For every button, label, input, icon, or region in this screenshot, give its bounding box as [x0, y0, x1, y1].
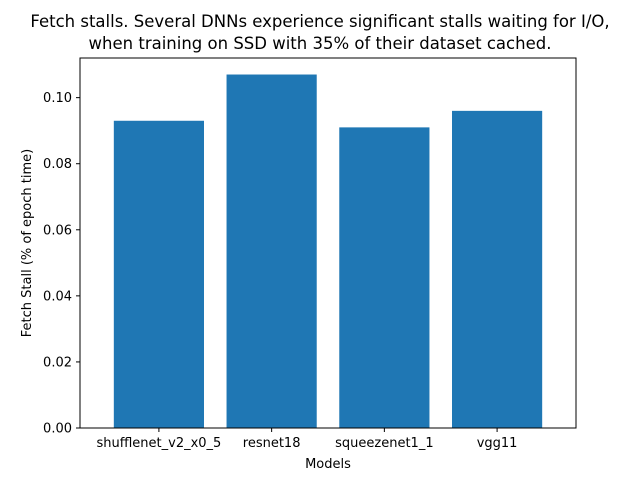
y-tick-label: 0.10: [43, 91, 72, 106]
y-tick-label: 0.08: [43, 157, 72, 172]
bar-vgg11: [452, 110, 543, 428]
x-tick-label-squeezenet1_1: squeezenet1_1: [335, 436, 433, 451]
plot-frame: [79, 57, 577, 429]
y-axis-ticks: 0.00 0.02 0.04 0.06 0.08 0.10: [43, 91, 80, 437]
x-tick-label-vgg11: vgg11: [477, 436, 518, 451]
x-tick-label-resnet18: resnet18: [243, 436, 301, 451]
y-axis-label: Fetch Stall (% of epoch time): [20, 149, 35, 337]
bar-shufflenet_v2_x0_5: [113, 120, 204, 429]
bars-group: [113, 74, 543, 429]
chart-title-line-2: when training on SSD with 35% of their d…: [88, 34, 552, 53]
y-tick-label: 0.02: [43, 355, 72, 370]
y-tick-label: 0.06: [43, 223, 72, 238]
bar-squeezenet1_1: [339, 127, 430, 428]
y-tick-label: 0.04: [43, 289, 72, 304]
x-axis-ticks: shufflenet_v2_x0_5 resnet18 squeezenet1_1 v…: [96, 428, 517, 451]
y-tick-label: 0.00: [43, 422, 72, 437]
x-axis-label: Models: [305, 457, 351, 472]
chart-title-line-1: Fetch stalls. Several DNNs experience si…: [30, 12, 610, 31]
x-tick-label-shufflenet_v2_x0_5: shufflenet_v2_x0_5: [96, 436, 221, 451]
bar-resnet18: [226, 74, 317, 429]
